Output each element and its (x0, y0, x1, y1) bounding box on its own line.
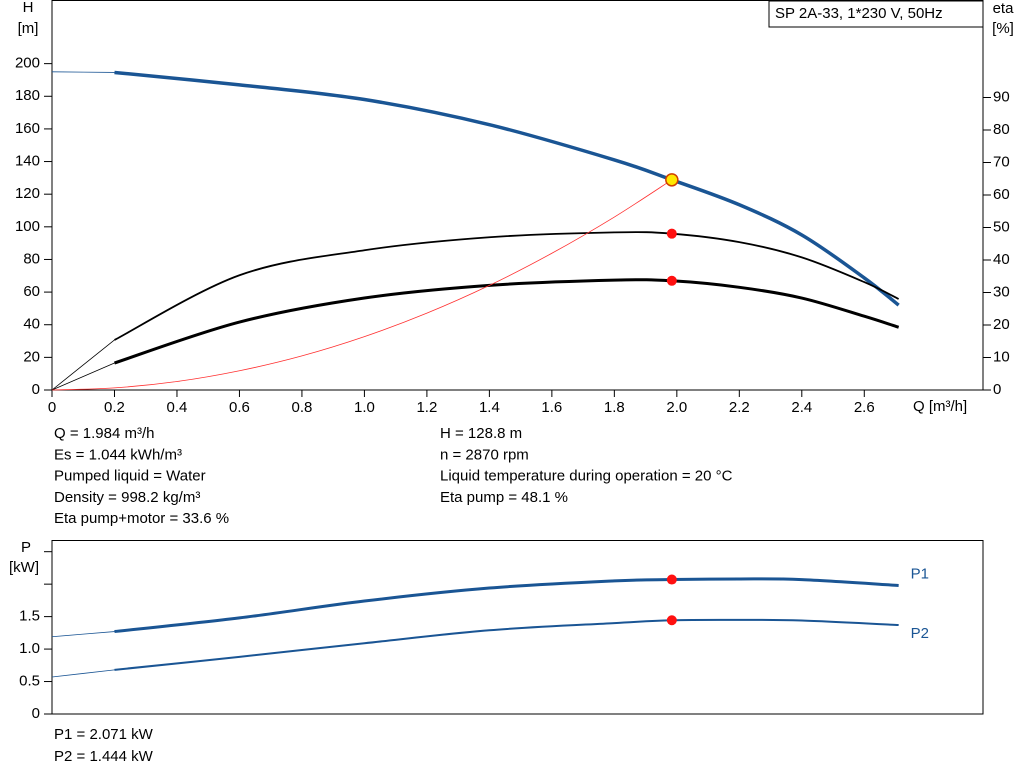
curve (51, 179, 673, 391)
chart-title: SP 2A-33, 1*230 V, 50Hz (775, 5, 943, 22)
x-tick-label: 2.0 (666, 399, 687, 416)
y-tick-label: 140 (15, 153, 40, 170)
info-text: H = 128.8 m (440, 425, 522, 442)
x-tick-label: 1.8 (604, 399, 625, 416)
y2-tick-label: 20 (993, 316, 1010, 333)
y2-tick-label: 50 (993, 218, 1010, 235)
curve (114, 278, 900, 365)
y-tick-label: 60 (23, 283, 40, 300)
y-tick-label: 180 (15, 87, 40, 104)
y-tick-label: 0 (32, 381, 40, 398)
y-axis-label: P (21, 539, 31, 556)
x-tick-label: 2.6 (854, 399, 875, 416)
y-tick-label: 1.5 (19, 608, 40, 625)
info-text: P1 = 2.071 kW (54, 726, 154, 743)
y-tick-label: 20 (23, 348, 40, 365)
info-text: Es = 1.044 kWh/m³ (54, 446, 182, 463)
plot-frame (51, 540, 984, 715)
curve (114, 70, 900, 307)
curve-thin-start (51, 339, 115, 391)
curve-thin-start (51, 71, 115, 73)
curve-thin-start (51, 669, 115, 678)
info-text: Liquid temperature during operation = 20… (440, 468, 733, 485)
y2-axis-label: [%] (992, 20, 1014, 37)
y-tick-label: 0.5 (19, 673, 40, 690)
info-text: P2 = 1.444 kW (54, 748, 154, 765)
y-tick-label: 200 (15, 55, 40, 72)
x-tick-label: 2.4 (791, 399, 812, 416)
plot-frame (51, 0, 984, 391)
x-tick-label: 0.4 (167, 399, 188, 416)
x-tick-label: 0.8 (292, 399, 313, 416)
y-tick-label: 1.0 (19, 640, 40, 657)
operating-point (665, 173, 679, 187)
y2-axis-label: eta (993, 0, 1015, 17)
y2-tick-label: 40 (993, 251, 1010, 268)
operating-point (666, 275, 677, 286)
x-tick-label: 1.4 (479, 399, 500, 416)
y-tick-label: 40 (23, 316, 40, 333)
y2-tick-label: 30 (993, 283, 1010, 300)
x-tick-label: 1.2 (416, 399, 437, 416)
y2-tick-label: 10 (993, 348, 1010, 365)
info-text: Density = 998.2 kg/m³ (54, 489, 200, 506)
y-axis-label: H (23, 0, 34, 16)
operating-point (666, 615, 677, 626)
y2-tick-label: 0 (993, 381, 1001, 398)
curve (114, 577, 899, 634)
curve-thin-start (51, 362, 115, 391)
operating-point (666, 574, 677, 585)
info-text: n = 2870 rpm (440, 446, 529, 463)
y2-tick-label: 90 (993, 88, 1010, 105)
x-tick-label: 0.2 (104, 399, 125, 416)
info-text: Eta pump = 48.1 % (440, 489, 568, 506)
curve (114, 618, 899, 671)
title-box (768, 0, 984, 28)
y-tick-label: 0 (32, 705, 40, 722)
x-tick-label: 0 (48, 399, 56, 416)
y2-tick-label: 80 (993, 121, 1010, 138)
y-tick-label: 100 (15, 218, 40, 235)
info-text: Pumped liquid = Water (54, 468, 206, 485)
y-tick-label: 80 (23, 250, 40, 267)
y-tick-label: 120 (15, 185, 40, 202)
operating-point (666, 228, 677, 239)
x-tick-label: 1.0 (354, 399, 375, 416)
x-tick-label: 1.6 (541, 399, 562, 416)
y2-tick-label: 70 (993, 153, 1010, 170)
info-text: Eta pump+motor = 33.6 % (54, 510, 229, 527)
info-text: Q = 1.984 m³/h (54, 425, 154, 442)
curve-label: P1 (911, 565, 929, 582)
y-tick-label: 160 (15, 120, 40, 137)
curve-thin-start (51, 631, 115, 638)
y-axis-label: [kW] (9, 559, 39, 576)
x-axis-label: Q [m³/h] (913, 398, 967, 415)
curve-label: P2 (911, 625, 929, 642)
y2-tick-label: 60 (993, 186, 1010, 203)
y-axis-label: [m] (18, 20, 39, 37)
curve (114, 231, 900, 341)
x-tick-label: 2.2 (729, 399, 750, 416)
x-tick-label: 0.6 (229, 399, 250, 416)
